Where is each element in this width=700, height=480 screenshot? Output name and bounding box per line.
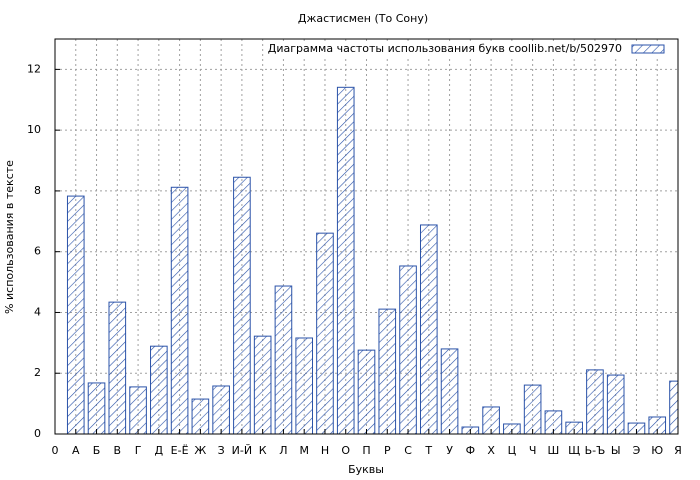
x-tick-label: Л [279,444,287,457]
legend-label: Диаграмма частоты использования букв coo… [268,42,622,55]
x-tick-label: Ф [466,444,475,457]
legend-box [278,42,674,56]
x-tick-label: Н [321,444,329,457]
x-tick-label: Ю [651,444,663,457]
bar [150,345,168,434]
x-tick-label: А [72,444,80,457]
bar [378,308,397,434]
y-tick-label: 2 [34,366,41,379]
y-tick-label: 8 [34,184,41,197]
chart-title: Джастисмен (То Сону) [298,12,428,25]
y-tick-label: 12 [27,62,41,75]
x-tick-label: Щ [568,444,580,457]
bar [170,186,189,434]
x-tick-label: С [404,444,412,457]
x-tick-label: Б [93,444,101,457]
x-tick-label: Р [384,444,391,457]
x-tick-label: Ь-Ъ [585,444,606,457]
x-tick-label: У [446,444,453,457]
bar [87,382,106,434]
bar [66,195,85,434]
x-tick-label: М [299,444,309,457]
x-tick-label: И-Й [232,444,252,457]
x-tick-label: О [341,444,350,457]
bar [586,369,604,434]
x-axis-label: Буквы [348,463,384,476]
x-tick-label: Ц [508,444,517,457]
bars [66,86,678,434]
x-tick-label: Ж [194,444,206,457]
x-tick-label: Х [487,444,495,457]
bar [129,386,147,434]
bar [606,374,625,434]
x-tick-label: Э [633,444,641,457]
bar [523,384,542,434]
bar [503,423,521,434]
bar [440,348,459,434]
x-tick-label: Г [135,444,142,457]
x-tick-label: З [218,444,225,457]
bar [482,406,500,434]
x-tick-label: П [362,444,370,457]
bar [399,265,417,434]
bar [233,176,251,434]
bar [648,416,667,434]
legend-swatch [631,44,665,54]
bar [295,337,314,434]
x-tick-label: Ы [611,444,621,457]
x-tick-label: Ш [548,444,560,457]
x-tick-label: К [259,444,267,457]
y-tick-label: 10 [27,123,41,136]
bar [108,301,127,434]
bar [419,224,438,434]
bar [253,335,272,434]
x-tick-label: Д [155,444,164,457]
x-tick-label: Ч [529,444,537,457]
x-tick-label: 0 [52,444,59,457]
y-tick-label: 6 [34,245,41,258]
bar [357,349,376,434]
x-tick-label: Е-Ё [171,444,189,457]
y-tick-label: 4 [34,305,41,318]
x-tick-label: Т [424,444,432,457]
bar [336,86,355,434]
bar [669,380,678,434]
bar [274,285,293,434]
y-tick-label: 0 [34,427,41,440]
y-axis-label: % использования в тексте [3,160,16,314]
bar [316,232,334,434]
bar [191,398,210,434]
x-tick-label: В [114,444,122,457]
x-tick-label: Я [674,444,682,457]
bar [212,385,230,434]
